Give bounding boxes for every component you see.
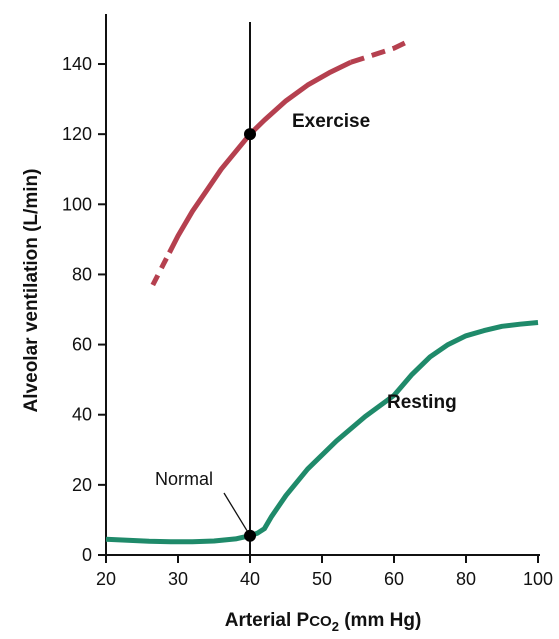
exercise-curve xyxy=(167,60,352,254)
x-axis-title-sub: CO xyxy=(309,613,332,630)
normal-annotation: Normal xyxy=(155,469,213,489)
x-axis-title-main: Arterial P xyxy=(225,610,310,631)
x-axis-title-tail: (mm Hg) xyxy=(339,610,421,631)
x-tick-label: 20 xyxy=(96,569,116,589)
resting-curve xyxy=(105,320,539,545)
exercise-curve-dashed-start xyxy=(150,251,172,287)
x-tick-label: 100 xyxy=(523,569,553,589)
y-tick-label: 140 xyxy=(62,54,92,74)
y-tick-label: 20 xyxy=(72,475,92,495)
x-tick-label: 50 xyxy=(312,569,332,589)
x-axis-title-subscript: 2 xyxy=(332,619,339,634)
exercise-point-marker xyxy=(244,128,256,141)
resting-curve-label: Resting xyxy=(387,392,457,413)
exercise-curve-dashed-end xyxy=(350,40,406,65)
y-tick-label: 60 xyxy=(72,335,92,355)
exercise-curve-label: Exercise xyxy=(292,111,370,132)
y-axis-title: Alveolar ventilation (L/min) xyxy=(21,169,42,413)
normal-point-marker xyxy=(244,529,256,542)
y-tick-label: 100 xyxy=(62,194,92,214)
normal-leader-line xyxy=(223,492,248,532)
x-tick-label: 40 xyxy=(240,569,260,589)
x-axis-title: Arterial PCO2 (mm Hg) xyxy=(225,610,422,634)
y-tick-label: 40 xyxy=(72,405,92,425)
x-tick-label: 80 xyxy=(456,569,476,589)
y-tick-label: 80 xyxy=(72,264,92,284)
x-tick-label: 60 xyxy=(384,569,404,589)
y-tick-label: 0 xyxy=(82,545,92,565)
y-tick-label: 120 xyxy=(62,124,92,144)
x-tick-label: 30 xyxy=(168,569,188,589)
